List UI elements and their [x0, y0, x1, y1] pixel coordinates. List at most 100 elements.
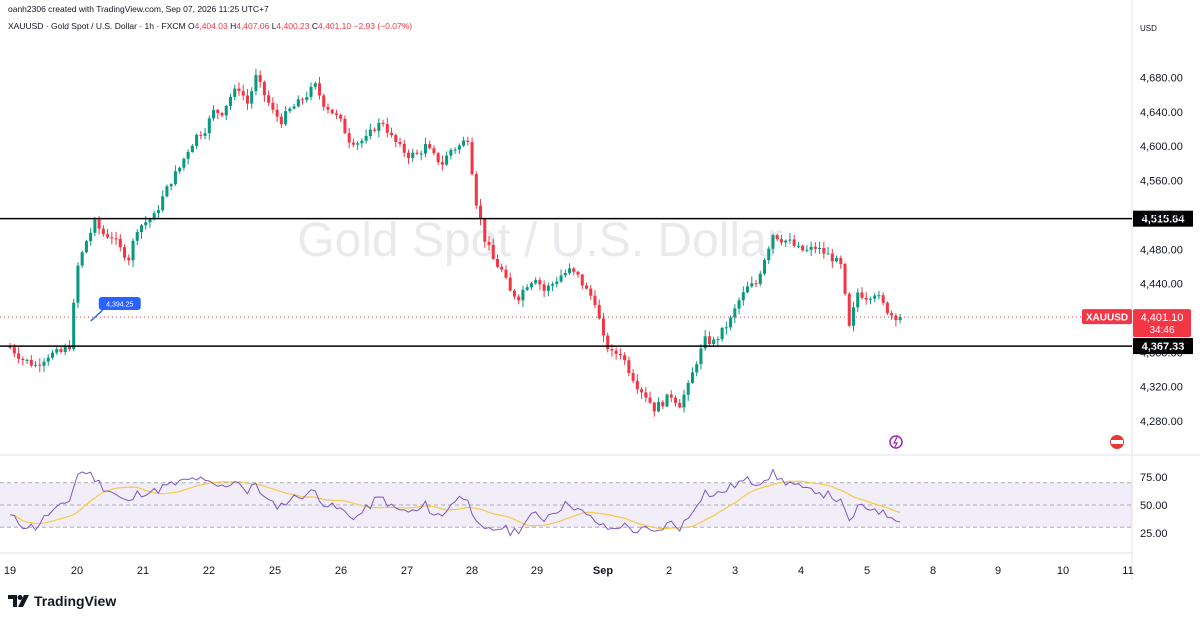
candle-body: [521, 289, 525, 301]
candle-body: [131, 240, 135, 261]
candle-body: [792, 239, 796, 246]
candle-body: [76, 265, 80, 303]
candle-body: [368, 129, 372, 137]
candle-body: [419, 153, 423, 155]
candle-body: [212, 109, 216, 119]
candle-body: [822, 247, 826, 254]
candle-body: [288, 108, 292, 112]
candle-body: [38, 364, 42, 366]
time-tick-label: 11: [1122, 565, 1133, 577]
candle-body: [559, 275, 563, 282]
time-tick-label: Sep: [593, 565, 613, 577]
candle-body: [415, 152, 419, 154]
candle-body: [470, 141, 474, 175]
candle-body: [356, 143, 360, 145]
horizontal-line-label: 4,515.64: [1142, 214, 1186, 226]
candle-body: [165, 186, 169, 197]
price-tick-label: 4,480.00: [1140, 244, 1183, 256]
candle-body: [818, 247, 822, 249]
candle-body: [317, 83, 322, 96]
candle-body: [203, 133, 207, 136]
price-axis[interactable]: 4,280.004,320.004,360.004,400.004,440.00…: [1140, 72, 1183, 428]
chart-credit: oanh2306 created with TradingView.com, S…: [8, 4, 269, 14]
symbol-description[interactable]: XAUUSD · Gold Spot / U.S. Dollar · 1h · …: [8, 21, 186, 31]
candle-body: [525, 287, 529, 290]
close-label: C: [311, 21, 319, 31]
candle-body: [343, 118, 347, 134]
current-price-label: 4,401.10: [1141, 312, 1184, 324]
candle-body: [423, 144, 427, 154]
current-price-tag: [1133, 309, 1191, 338]
candle-body: [46, 357, 50, 362]
candle-body: [686, 382, 690, 395]
candlestick-series: [8, 68, 902, 417]
price-tick-label: 4,440.00: [1140, 279, 1183, 291]
candle-body: [894, 315, 898, 321]
candle-body: [237, 88, 241, 92]
change-value: −2.93 (−0.07%): [353, 21, 413, 31]
candle-body: [890, 313, 894, 316]
price-tick-label: 4,360.00: [1140, 347, 1183, 359]
candle-body: [84, 241, 88, 253]
candle-body: [284, 111, 288, 125]
callout-pointer: [90, 309, 104, 322]
candle-body: [826, 253, 830, 255]
candle-body: [377, 122, 381, 131]
candle-body: [228, 96, 233, 106]
candle-body: [432, 148, 436, 154]
candle-body: [623, 355, 627, 361]
time-tick-label: 4: [798, 565, 804, 577]
candle-body: [436, 153, 440, 163]
candle-body: [724, 327, 728, 329]
candle-body: [292, 106, 296, 109]
candle-body: [59, 349, 63, 352]
candle-body: [631, 373, 635, 381]
candle-body: [144, 222, 148, 226]
time-tick-label: 26: [335, 565, 347, 577]
candle-body: [63, 346, 67, 352]
candle-body: [885, 302, 889, 314]
candle-body: [572, 268, 576, 272]
candle-body: [89, 232, 93, 242]
candle-body: [80, 252, 84, 266]
price-tick-label: 4,600.00: [1140, 141, 1183, 153]
candle-body: [398, 142, 402, 144]
candle-body: [856, 292, 860, 308]
currency-label[interactable]: USD: [1140, 24, 1157, 33]
candle-body: [313, 83, 317, 87]
candle-body: [754, 283, 758, 285]
candle-body: [500, 266, 504, 270]
tradingview-logo[interactable]: TradingView: [8, 593, 116, 609]
candle-body: [669, 394, 673, 398]
time-axis[interactable]: 19 20 21 22 25 26 27 28 29 Sep 2 3 4 5 8 9 10 11: [4, 565, 1134, 577]
candle-body: [233, 88, 237, 97]
rsi-panel[interactable]: 25.00 50.00 75.00: [0, 468, 1168, 540]
candle-body: [830, 253, 834, 262]
candle-body: [877, 295, 881, 297]
lightning-icon: [889, 435, 903, 449]
candle-body: [449, 149, 453, 156]
candle-body: [495, 259, 500, 267]
candle-body: [118, 238, 122, 248]
candle-body: [805, 249, 809, 251]
candle-body: [860, 292, 864, 298]
candle-body: [512, 290, 516, 297]
candle-body: [309, 86, 313, 97]
candle-body: [339, 114, 343, 119]
horizontal-line-tag: [1133, 210, 1193, 227]
candle-body: [29, 359, 33, 366]
candle-body: [390, 132, 394, 136]
candle-body: [593, 295, 597, 305]
candle-body: [385, 124, 389, 133]
candle-body: [474, 174, 478, 206]
candle-body: [406, 152, 411, 159]
candle-body: [123, 247, 127, 258]
chart-watermark: Gold Spot / U.S. Dollar: [297, 214, 783, 267]
candle-body: [55, 349, 59, 353]
time-tick-label: 5: [864, 565, 870, 577]
candle-body: [716, 339, 720, 341]
candle-body: [741, 292, 745, 301]
candle-body: [67, 346, 71, 350]
horizontal-lines[interactable]: 4,515.64 4,367.33: [0, 210, 1193, 355]
